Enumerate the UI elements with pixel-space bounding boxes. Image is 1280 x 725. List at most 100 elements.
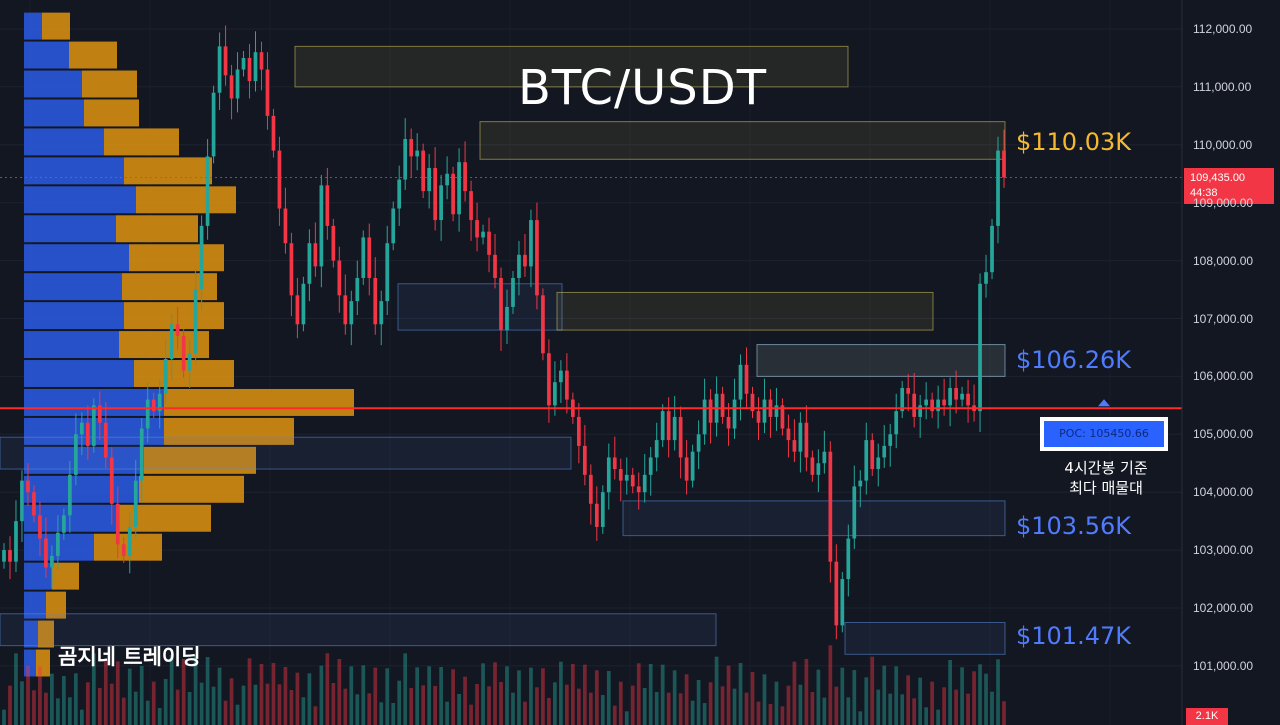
y-tick-label: 111,000.00 (1193, 79, 1252, 94)
candle-body (229, 75, 234, 99)
volume-bar (966, 693, 970, 725)
volume-bar (103, 659, 108, 725)
volume-bar (325, 653, 330, 725)
candle-body (44, 538, 48, 568)
candle-body (834, 561, 839, 626)
volume-profile-up (24, 475, 139, 503)
volume-bar (810, 692, 815, 725)
volume-bar (151, 681, 156, 725)
volume-bar (2, 709, 6, 725)
candle-body (14, 521, 18, 562)
volume-bar (68, 697, 72, 725)
volume-bar (565, 684, 569, 725)
candle-body (852, 486, 857, 539)
volume-profile-up (24, 128, 104, 156)
volume-profile-down (36, 649, 50, 677)
level-label-high: $110.03K (1016, 128, 1131, 156)
zone-blue (756, 344, 1006, 377)
candle-body (912, 393, 917, 417)
volume-profile-up (24, 273, 122, 301)
candle-body (870, 440, 875, 470)
candle-body (804, 422, 809, 458)
y-tick-label: 107,000.00 (1193, 311, 1254, 326)
volume-profile-up (24, 620, 38, 648)
volume-bar (8, 685, 12, 725)
volume-profile-up (24, 99, 84, 127)
zone-blue (844, 621, 1006, 655)
y-tick-label: 112,000.00 (1193, 22, 1253, 36)
volume-bar (259, 664, 264, 725)
volume-bar (906, 675, 911, 725)
volume-bar (642, 688, 647, 725)
volume-profile-up (24, 186, 136, 214)
candle-body (265, 69, 270, 116)
volume-bar (630, 685, 635, 725)
volume-bar (948, 660, 952, 725)
candle-body (535, 220, 539, 296)
volume-profile-up (24, 649, 36, 677)
candle-body (732, 399, 737, 429)
candle-body (241, 57, 246, 70)
y-tick-label: 104,000.00 (1193, 485, 1254, 500)
volume-bar (121, 697, 126, 725)
candle-body (20, 480, 24, 522)
volume-bar (62, 676, 66, 725)
volume-bar (289, 690, 294, 725)
candle-body (121, 544, 126, 556)
volume-bar (14, 653, 18, 725)
volume-bar (337, 659, 342, 725)
zone-yellow (756, 344, 1006, 377)
candle-body (630, 474, 635, 487)
volume-bar (265, 683, 270, 725)
current-price-tag: 109,435.00 44:38 (1184, 168, 1274, 204)
volume-profile-down (84, 99, 139, 127)
poc-label-box: POC: 105450.66 (1040, 417, 1168, 451)
volume-bar (187, 692, 192, 725)
candle-body (606, 457, 611, 493)
volume-bar (720, 686, 725, 725)
zone-blue (0, 436, 572, 470)
candle-body (996, 150, 1000, 226)
zone-yellow (294, 45, 849, 88)
volume-bar (403, 653, 408, 725)
candle-body (780, 405, 785, 429)
volume-bar (954, 689, 958, 725)
volume-bar (463, 676, 467, 725)
candle-body (576, 416, 581, 446)
candle-body (199, 225, 204, 290)
volume-bar (582, 664, 587, 725)
volume-bar (44, 692, 48, 725)
candle-body (900, 387, 905, 412)
volume-bar (199, 682, 204, 725)
candle-body (493, 254, 497, 278)
volume-bar (780, 706, 785, 725)
volume-bar (960, 667, 964, 725)
volume-bar (576, 688, 581, 725)
volume-bar (762, 674, 767, 725)
candle-body (421, 150, 426, 192)
candle-body (361, 237, 366, 278)
candle-body (247, 57, 252, 82)
volume-bar (732, 688, 737, 725)
volume-bar (205, 657, 210, 725)
candle-body (115, 503, 120, 545)
y-tick-label: 101,000.00 (1193, 658, 1254, 673)
candle-body (978, 283, 982, 412)
candle-body (529, 220, 533, 267)
candle-body (600, 492, 605, 527)
volume-profile-up (24, 41, 69, 69)
volume-bar (235, 704, 240, 725)
volume-profile-up (24, 562, 52, 590)
volume-bar (702, 703, 707, 725)
volume-bar (930, 681, 934, 725)
candle-body (97, 405, 102, 423)
poc-label: POC: 105450.66 (1044, 421, 1164, 447)
volume-bar (858, 711, 863, 725)
candle-body (385, 243, 390, 302)
volume-bar (942, 687, 946, 725)
volume-bar (229, 678, 234, 725)
candle-body (139, 428, 144, 481)
candle-body (594, 503, 599, 527)
